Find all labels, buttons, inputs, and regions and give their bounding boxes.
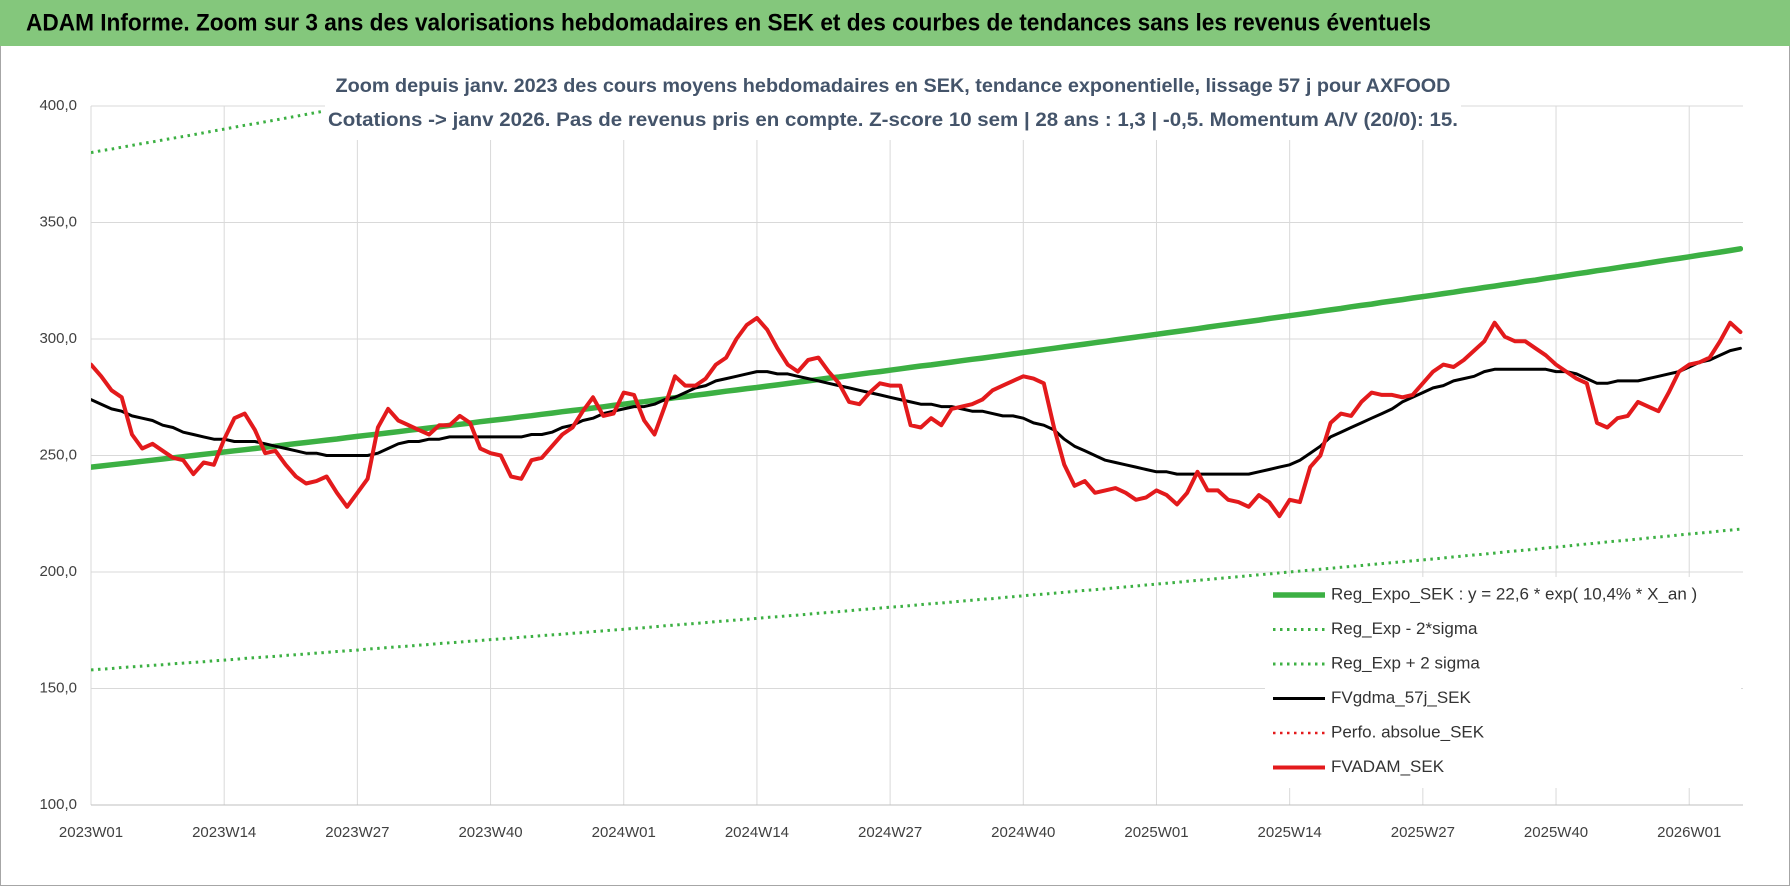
x-tick-label: 2024W40 — [991, 824, 1055, 841]
x-tick-label: 2025W27 — [1391, 824, 1455, 841]
y-tick-label: 350,0 — [39, 213, 77, 230]
y-tick-label: 300,0 — [39, 330, 77, 347]
legend-box — [1265, 577, 1741, 788]
series-line — [91, 527, 1741, 672]
legend-label: Reg_Expo_SEK : y = 22,6 * exp( 10,4% * X… — [1331, 584, 1697, 603]
y-tick-label: 200,0 — [39, 563, 77, 580]
x-tick-label: 2025W01 — [1124, 824, 1188, 841]
series-line — [91, 346, 1742, 476]
x-tick-label: 2023W40 — [458, 824, 522, 841]
legend-label: Perfo. absolue_SEK — [1331, 722, 1485, 741]
legend-label: Reg_Exp + 2 sigma — [1331, 653, 1480, 672]
series-line — [91, 316, 1743, 519]
y-tick-label: 100,0 — [39, 796, 77, 813]
legend-label: FVADAM_SEK — [1331, 757, 1445, 776]
y-tick-label: 400,0 — [39, 97, 77, 114]
x-tick-label: 2024W01 — [592, 824, 656, 841]
legend: Reg_Expo_SEK : y = 22,6 * exp( 10,4% * X… — [1265, 577, 1741, 788]
x-tick-label: 2023W01 — [59, 824, 123, 841]
series-line — [91, 246, 1743, 470]
legend-label: FVgdma_57j_SEK — [1331, 688, 1472, 707]
x-tick-label: 2023W14 — [192, 824, 256, 841]
subtitle: Zoom depuis janv. 2023 des cours moyens … — [336, 76, 1451, 97]
x-tick-label: 2026W01 — [1657, 824, 1721, 841]
x-tick-label: 2025W14 — [1258, 824, 1322, 841]
plot-lines — [91, 106, 1743, 672]
subtitle: Cotations -> janv 2026. Pas de revenus p… — [328, 110, 1458, 131]
chart-title: ADAM Informe. Zoom sur 3 ans des valoris… — [26, 9, 1431, 36]
x-tick-label: 2024W14 — [725, 824, 789, 841]
x-tick-label: 2025W40 — [1524, 824, 1588, 841]
y-tick-label: 250,0 — [39, 446, 77, 463]
title-bar — [0, 0, 1790, 46]
legend-label: Reg_Exp - 2*sigma — [1331, 619, 1478, 638]
grid: 100,0 150,0 200,0 250,0 300,0 350,0 400,0 2023W… — [39, 97, 1743, 841]
x-tick-label: 2023W27 — [325, 824, 389, 841]
x-tick-label: 2024W27 — [858, 824, 922, 841]
subtitle-box — [325, 68, 1461, 140]
y-tick-label: 150,0 — [39, 679, 77, 696]
